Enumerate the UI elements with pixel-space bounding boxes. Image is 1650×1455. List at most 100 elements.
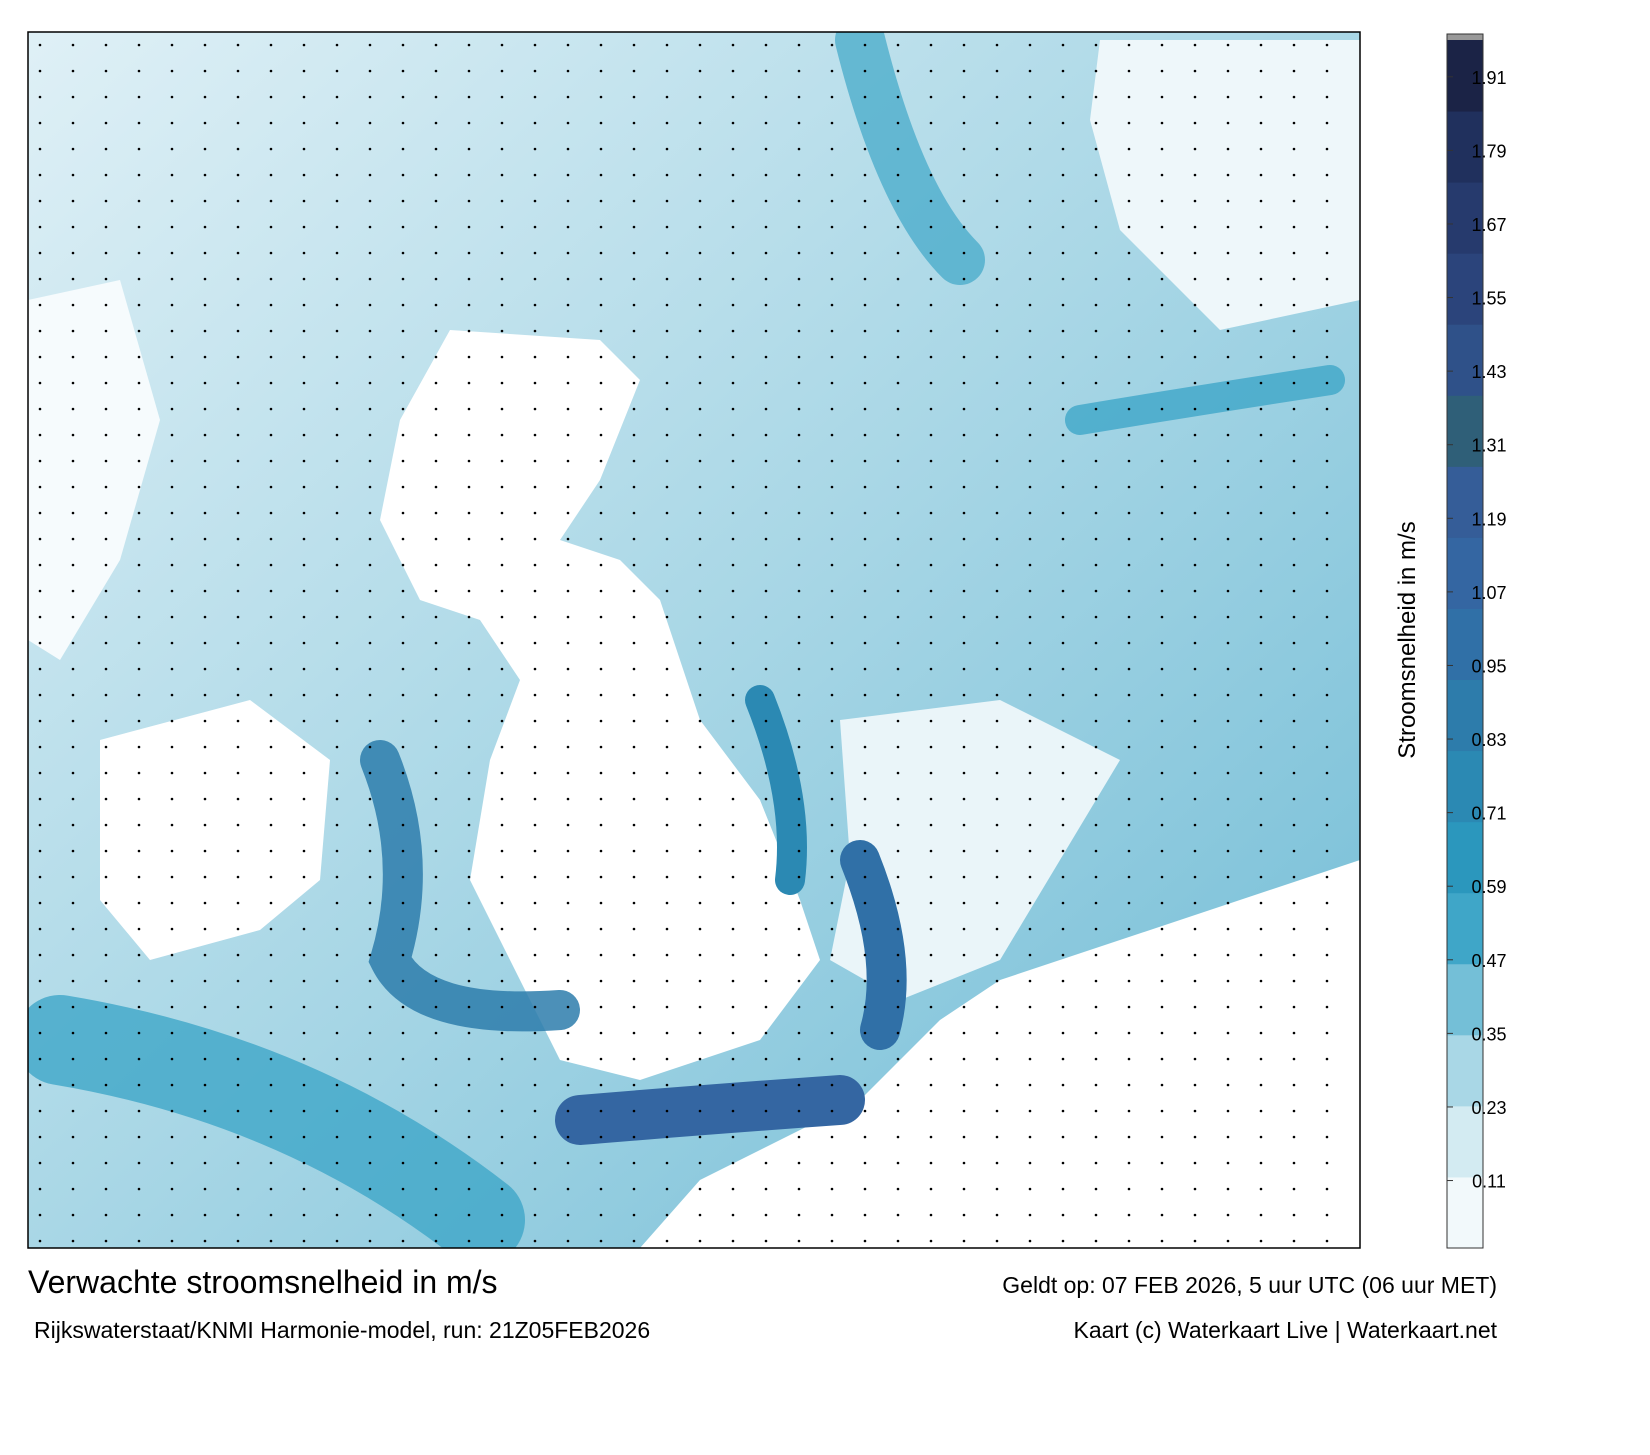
vector-dot bbox=[533, 173, 537, 177]
vector-dot bbox=[104, 95, 108, 99]
vector-dot bbox=[566, 1239, 570, 1243]
map-area bbox=[28, 32, 1360, 1248]
vector-dot bbox=[896, 303, 900, 307]
vector-dot bbox=[71, 69, 75, 73]
vector-dot bbox=[1259, 173, 1263, 177]
vector-dot bbox=[863, 381, 867, 385]
vector-dot bbox=[830, 979, 834, 983]
vector-dot bbox=[665, 251, 669, 255]
vector-dot bbox=[1226, 1083, 1230, 1087]
vector-dot bbox=[731, 901, 735, 905]
vector-dot bbox=[1259, 745, 1263, 749]
vector-dot bbox=[698, 1239, 702, 1243]
vector-dot bbox=[137, 173, 141, 177]
vector-dot bbox=[1193, 251, 1197, 255]
vector-dot bbox=[533, 1161, 537, 1165]
vector-dot bbox=[1160, 745, 1164, 749]
vector-dot bbox=[170, 797, 174, 801]
vector-dot bbox=[401, 277, 405, 281]
vector-dot bbox=[269, 433, 273, 437]
vector-dot bbox=[269, 1109, 273, 1113]
vector-dot bbox=[698, 1109, 702, 1113]
vector-dot bbox=[236, 147, 240, 151]
vector-dot bbox=[1193, 589, 1197, 593]
vector-dot bbox=[896, 667, 900, 671]
colorbar-band bbox=[1447, 466, 1483, 538]
vector-dot bbox=[236, 979, 240, 983]
vector-dot bbox=[1127, 173, 1131, 177]
vector-dot bbox=[1028, 251, 1032, 255]
vector-dot bbox=[797, 173, 801, 177]
vector-dot bbox=[335, 745, 339, 749]
vector-dot bbox=[1226, 173, 1230, 177]
vector-dot bbox=[665, 485, 669, 489]
vector-dot bbox=[500, 927, 504, 931]
vector-dot bbox=[269, 251, 273, 255]
colorbar-tick-label: 0.47 bbox=[1471, 951, 1506, 971]
vector-dot bbox=[269, 823, 273, 827]
vector-dot bbox=[797, 1031, 801, 1035]
vector-dot bbox=[203, 979, 207, 983]
vector-dot bbox=[764, 875, 768, 879]
vector-dot bbox=[368, 1083, 372, 1087]
vector-dot bbox=[434, 589, 438, 593]
vector-dot bbox=[764, 433, 768, 437]
vector-dot bbox=[533, 953, 537, 957]
vector-dot bbox=[962, 69, 966, 73]
vector-dot bbox=[764, 719, 768, 723]
vector-dot bbox=[566, 1005, 570, 1009]
vector-dot bbox=[896, 251, 900, 255]
vector-dot bbox=[236, 199, 240, 203]
vector-dot bbox=[1127, 485, 1131, 489]
vector-dot bbox=[1325, 43, 1329, 47]
vector-dot bbox=[995, 511, 999, 515]
vector-dot bbox=[500, 797, 504, 801]
vector-dot bbox=[71, 1083, 75, 1087]
vector-dot bbox=[500, 121, 504, 125]
vector-dot bbox=[1160, 147, 1164, 151]
vector-dot bbox=[1028, 745, 1032, 749]
vector-dot bbox=[1028, 43, 1032, 47]
vector-dot bbox=[104, 667, 108, 671]
vector-dot bbox=[368, 563, 372, 567]
vector-dot bbox=[401, 745, 405, 749]
vector-dot bbox=[38, 1109, 42, 1113]
vector-dot bbox=[599, 381, 603, 385]
vector-dot bbox=[467, 1005, 471, 1009]
vector-dot bbox=[566, 667, 570, 671]
vector-dot bbox=[401, 1109, 405, 1113]
vector-dot bbox=[203, 927, 207, 931]
vector-dot bbox=[1127, 95, 1131, 99]
vector-dot bbox=[434, 251, 438, 255]
vector-dot bbox=[368, 1057, 372, 1061]
vector-dot bbox=[1127, 719, 1131, 723]
vector-dot bbox=[1094, 459, 1098, 463]
vector-dot bbox=[698, 1057, 702, 1061]
vector-dot bbox=[401, 927, 405, 931]
vector-dot bbox=[1325, 1083, 1329, 1087]
vector-dot bbox=[1061, 225, 1065, 229]
vector-dot bbox=[170, 355, 174, 359]
vector-dot bbox=[764, 1031, 768, 1035]
vector-dot bbox=[104, 147, 108, 151]
vector-dot bbox=[1226, 355, 1230, 359]
vector-dot bbox=[500, 173, 504, 177]
vector-dot bbox=[1061, 823, 1065, 827]
vector-dot bbox=[962, 381, 966, 385]
vector-dot bbox=[830, 1239, 834, 1243]
vector-dot bbox=[1226, 1239, 1230, 1243]
vector-dot bbox=[995, 1239, 999, 1243]
vector-dot bbox=[500, 277, 504, 281]
vector-dot bbox=[71, 1031, 75, 1035]
vector-dot bbox=[1226, 303, 1230, 307]
vector-dot bbox=[698, 589, 702, 593]
vector-dot bbox=[566, 1031, 570, 1035]
vector-dot bbox=[665, 953, 669, 957]
vector-dot bbox=[170, 1161, 174, 1165]
vector-dot bbox=[533, 511, 537, 515]
vector-dot bbox=[104, 1213, 108, 1217]
vector-dot bbox=[137, 69, 141, 73]
colorbar-band bbox=[1447, 963, 1483, 1036]
vector-dot bbox=[1160, 1005, 1164, 1009]
vector-dot bbox=[401, 563, 405, 567]
